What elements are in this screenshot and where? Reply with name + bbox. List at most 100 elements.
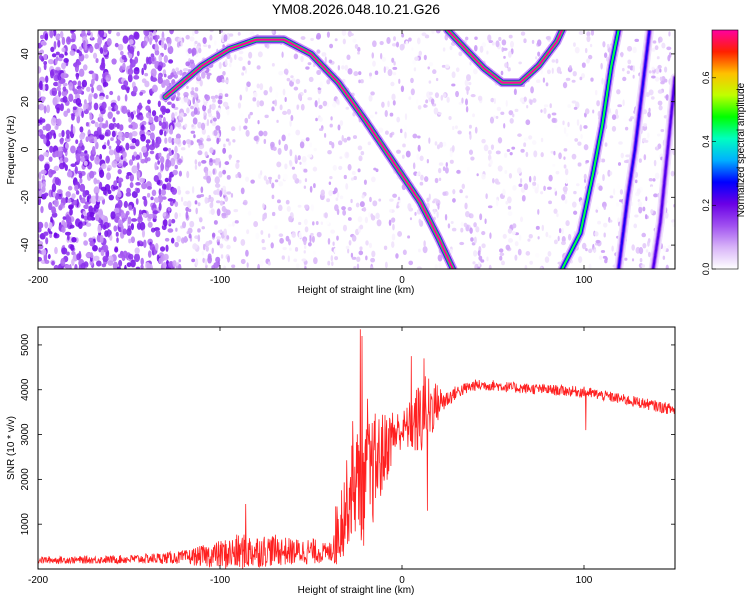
- noise-point: [104, 132, 109, 137]
- noise-point: [664, 78, 668, 83]
- noise-point: [437, 167, 442, 174]
- noise-point: [432, 69, 437, 75]
- noise-point: [79, 151, 85, 157]
- noise-point: [98, 30, 105, 38]
- noise-point: [206, 138, 212, 142]
- noise-point: [456, 169, 461, 174]
- noise-point: [316, 231, 322, 238]
- noise-point: [209, 34, 213, 41]
- noise-point: [491, 41, 495, 46]
- noise-point: [353, 175, 357, 181]
- noise-point: [620, 51, 624, 58]
- noise-point: [235, 174, 239, 179]
- noise-point: [438, 262, 442, 269]
- noise-point: [225, 209, 231, 216]
- noise-point: [532, 98, 537, 103]
- noise-point: [363, 179, 367, 185]
- colorbar-tick-label: 0.4: [701, 135, 711, 148]
- noise-point: [226, 108, 230, 116]
- noise-point: [415, 98, 419, 105]
- noise-point: [165, 108, 171, 114]
- noise-point: [126, 87, 130, 94]
- noise-point: [256, 83, 260, 89]
- noise-point: [411, 47, 414, 51]
- noise-point: [218, 88, 223, 93]
- noise-point: [122, 62, 126, 71]
- noise-point: [392, 223, 395, 231]
- noise-point: [274, 99, 278, 107]
- noise-point: [128, 132, 133, 140]
- noise-point: [328, 59, 333, 64]
- noise-point: [573, 42, 576, 47]
- noise-point: [136, 222, 142, 230]
- noise-point: [171, 187, 178, 195]
- noise-point: [197, 234, 201, 242]
- noise-point: [452, 189, 456, 195]
- noise-point: [70, 38, 76, 43]
- noise-point: [609, 219, 613, 223]
- noise-point: [185, 34, 190, 40]
- noise-point: [162, 79, 166, 88]
- noise-point: [193, 101, 199, 110]
- noise-point: [96, 179, 100, 184]
- noise-point: [141, 229, 146, 238]
- noise-point: [133, 31, 140, 40]
- noise-point: [182, 140, 186, 146]
- noise-point: [149, 132, 155, 141]
- noise-point: [664, 66, 668, 73]
- noise-point: [240, 187, 245, 195]
- noise-point: [122, 160, 127, 168]
- noise-point: [90, 31, 93, 39]
- noise-point: [657, 143, 662, 150]
- noise-point: [130, 223, 135, 231]
- noise-point: [573, 190, 577, 195]
- noise-point: [565, 132, 569, 137]
- noise-point: [410, 88, 415, 96]
- noise-point: [49, 145, 54, 153]
- noise-point: [529, 260, 533, 265]
- noise-point: [277, 147, 282, 155]
- noise-point: [460, 227, 464, 233]
- noise-point: [632, 65, 636, 73]
- noise-point: [368, 242, 373, 249]
- noise-point: [186, 107, 190, 114]
- noise-point: [317, 97, 321, 105]
- noise-point: [563, 127, 567, 134]
- noise-point: [166, 182, 172, 191]
- noise-point: [386, 36, 391, 44]
- noise-point: [615, 202, 620, 207]
- noise-point: [93, 136, 98, 144]
- y-tick-label: -20: [20, 190, 31, 205]
- noise-point: [553, 208, 558, 214]
- noise-point: [112, 261, 119, 269]
- noise-point: [469, 133, 472, 140]
- noise-point: [553, 125, 559, 129]
- noise-point: [654, 45, 659, 51]
- noise-point: [257, 51, 263, 58]
- noise-point: [99, 169, 105, 178]
- noise-point: [396, 149, 401, 154]
- noise-point: [343, 174, 347, 180]
- noise-point: [392, 66, 398, 70]
- noise-point: [647, 111, 652, 118]
- noise-point: [162, 261, 167, 269]
- noise-point: [192, 30, 195, 37]
- noise-point: [627, 59, 632, 65]
- noise-point: [339, 195, 344, 200]
- noise-point: [98, 247, 102, 253]
- noise-point: [218, 95, 223, 100]
- noise-point: [218, 170, 223, 178]
- noise-point: [147, 185, 152, 190]
- noise-point: [126, 228, 132, 236]
- y-tick-label: 3000: [20, 423, 31, 446]
- noise-point: [117, 219, 124, 228]
- noise-point: [38, 180, 42, 190]
- noise-point: [477, 145, 482, 150]
- noise-point: [318, 104, 323, 110]
- noise-point: [325, 221, 330, 225]
- noise-point: [188, 233, 192, 239]
- noise-point: [272, 146, 277, 151]
- noise-point: [194, 164, 198, 170]
- noise-point: [616, 89, 621, 95]
- noise-point: [579, 76, 583, 81]
